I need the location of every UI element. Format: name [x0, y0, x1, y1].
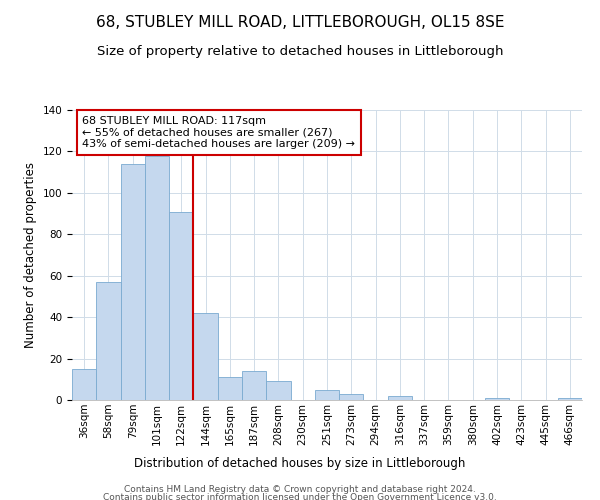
Bar: [169, 212, 193, 400]
Text: 68 STUBLEY MILL ROAD: 117sqm
← 55% of detached houses are smaller (267)
43% of s: 68 STUBLEY MILL ROAD: 117sqm ← 55% of de…: [82, 116, 355, 149]
Y-axis label: Number of detached properties: Number of detached properties: [24, 162, 37, 348]
Text: Distribution of detached houses by size in Littleborough: Distribution of detached houses by size …: [134, 458, 466, 470]
Text: 68, STUBLEY MILL ROAD, LITTLEBOROUGH, OL15 8SE: 68, STUBLEY MILL ROAD, LITTLEBOROUGH, OL…: [96, 15, 504, 30]
Text: Contains public sector information licensed under the Open Government Licence v3: Contains public sector information licen…: [103, 492, 497, 500]
Bar: [72, 369, 96, 400]
Text: Contains HM Land Registry data © Crown copyright and database right 2024.: Contains HM Land Registry data © Crown c…: [124, 485, 476, 494]
Bar: [193, 313, 218, 400]
Bar: [339, 394, 364, 400]
Bar: [242, 371, 266, 400]
Bar: [558, 398, 582, 400]
Bar: [218, 377, 242, 400]
Bar: [145, 156, 169, 400]
Bar: [315, 390, 339, 400]
Bar: [121, 164, 145, 400]
Bar: [96, 282, 121, 400]
Text: Size of property relative to detached houses in Littleborough: Size of property relative to detached ho…: [97, 45, 503, 58]
Bar: [266, 382, 290, 400]
Bar: [388, 396, 412, 400]
Bar: [485, 398, 509, 400]
